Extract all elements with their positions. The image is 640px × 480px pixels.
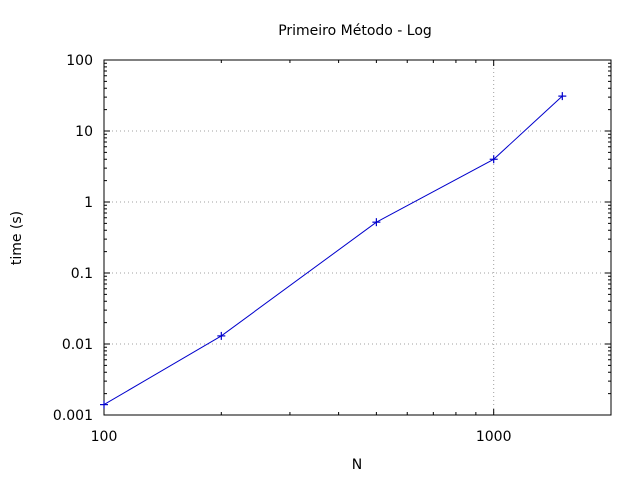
x-tick-label: 1000 [476,429,512,445]
series-line [103,95,563,406]
y-axis-label: time (s) [9,211,25,265]
y-tick-label: 100 [66,53,93,69]
data-point-marker [372,218,381,227]
y-tick-label: 0.001 [53,408,93,424]
y-tick-label: 1 [84,195,93,211]
plot-frame [103,59,612,416]
series-layer [100,92,567,409]
y-tick-label: 10 [75,124,93,140]
data-point-marker [100,400,108,409]
y-tick-label: 0.1 [71,266,93,282]
x-axis-label: N [352,457,362,473]
axis-ticks: 0.001 0.01 0.1 1 10 100 100 1000 [53,53,612,445]
gridlines [104,60,611,415]
data-point-marker [489,155,498,164]
x-tick-label: 100 [91,429,118,445]
chart-title: Primeiro Método - Log [278,23,432,39]
y-tick-label: 0.01 [62,337,93,353]
data-point-marker [217,331,226,340]
data-point-marker [558,92,567,101]
